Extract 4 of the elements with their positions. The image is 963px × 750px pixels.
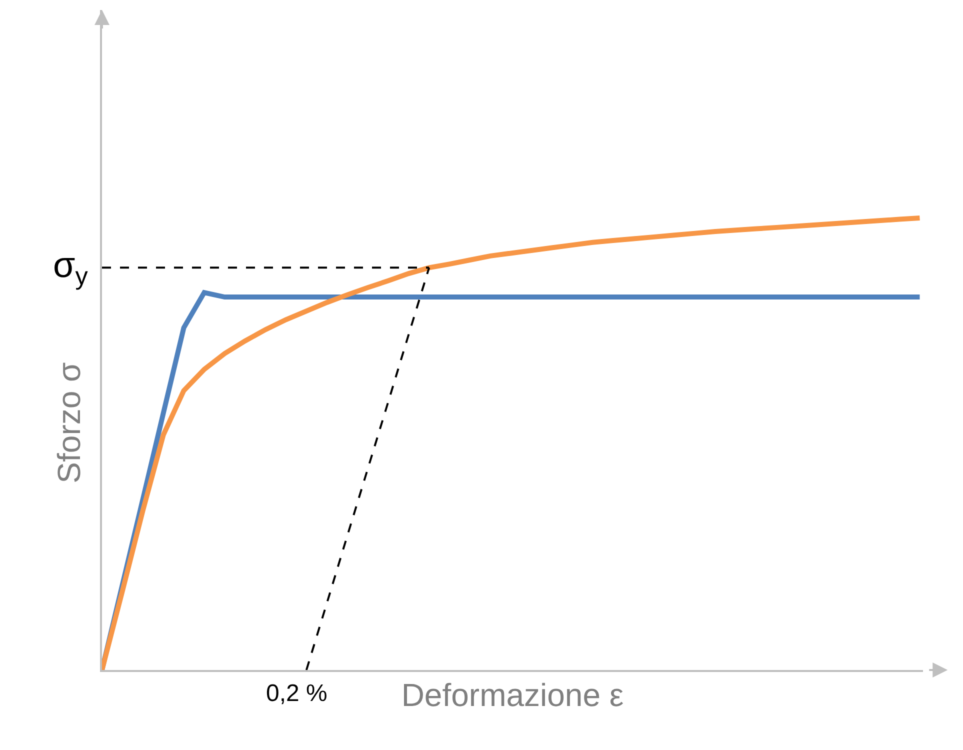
y-axis-title: Sforzo σ xyxy=(50,362,87,484)
text: 0,2 % xyxy=(266,680,328,707)
x-axis-title: Deformazione ε xyxy=(401,677,624,714)
text: σ$_{y}$ xyxy=(53,244,88,291)
